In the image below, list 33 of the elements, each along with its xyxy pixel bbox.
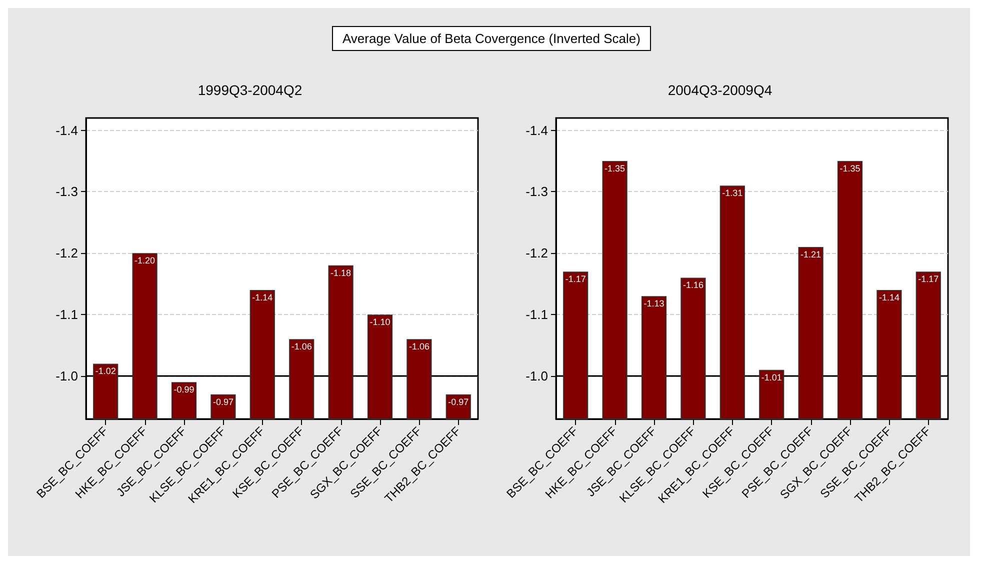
y-tick-label: -1.2	[56, 246, 78, 261]
data-label: -1.17	[918, 274, 939, 284]
y-tick-label: -1.4	[526, 122, 548, 138]
y-tick-label: -1.0	[526, 368, 548, 384]
y-tick-label: -1.4	[56, 122, 78, 138]
data-label: -1.06	[291, 342, 312, 352]
data-label: -1.35	[840, 164, 860, 174]
chart-title: 1999Q3-2004Q2	[198, 82, 302, 98]
y-tick-label: -1.0	[56, 368, 78, 384]
data-label: -1.16	[682, 280, 704, 290]
y-tick-label: -1.2	[526, 246, 548, 261]
data-label: -0.99	[174, 384, 194, 395]
data-label: -1.14	[252, 292, 273, 302]
y-tick-label: -1.1	[526, 307, 548, 322]
chart-title: 2004Q3-2009Q4	[668, 82, 772, 98]
data-label: -0.97	[448, 396, 469, 407]
data-label: -1.18	[330, 268, 352, 278]
data-label: -0.97	[212, 396, 234, 407]
data-label: -1.20	[134, 256, 156, 266]
data-label: -1.06	[408, 342, 430, 352]
data-label: -1.14	[878, 292, 900, 302]
data-label: -1.31	[722, 188, 743, 198]
data-label: -1.13	[644, 298, 664, 309]
data-label: -1.10	[370, 317, 390, 328]
y-tick-label: -1.3	[526, 184, 548, 200]
data-label: -1.02	[95, 366, 116, 376]
data-label: -1.21	[800, 250, 822, 260]
y-tick-label: -1.3	[56, 184, 78, 200]
data-label: -1.35	[604, 164, 626, 174]
y-tick-label: -1.1	[56, 307, 78, 322]
data-label: -1.01	[761, 372, 782, 382]
data-label: -1.17	[565, 274, 586, 284]
text: Average Value of Beta Covergence (Inverted Scale)	[332, 26, 652, 51]
